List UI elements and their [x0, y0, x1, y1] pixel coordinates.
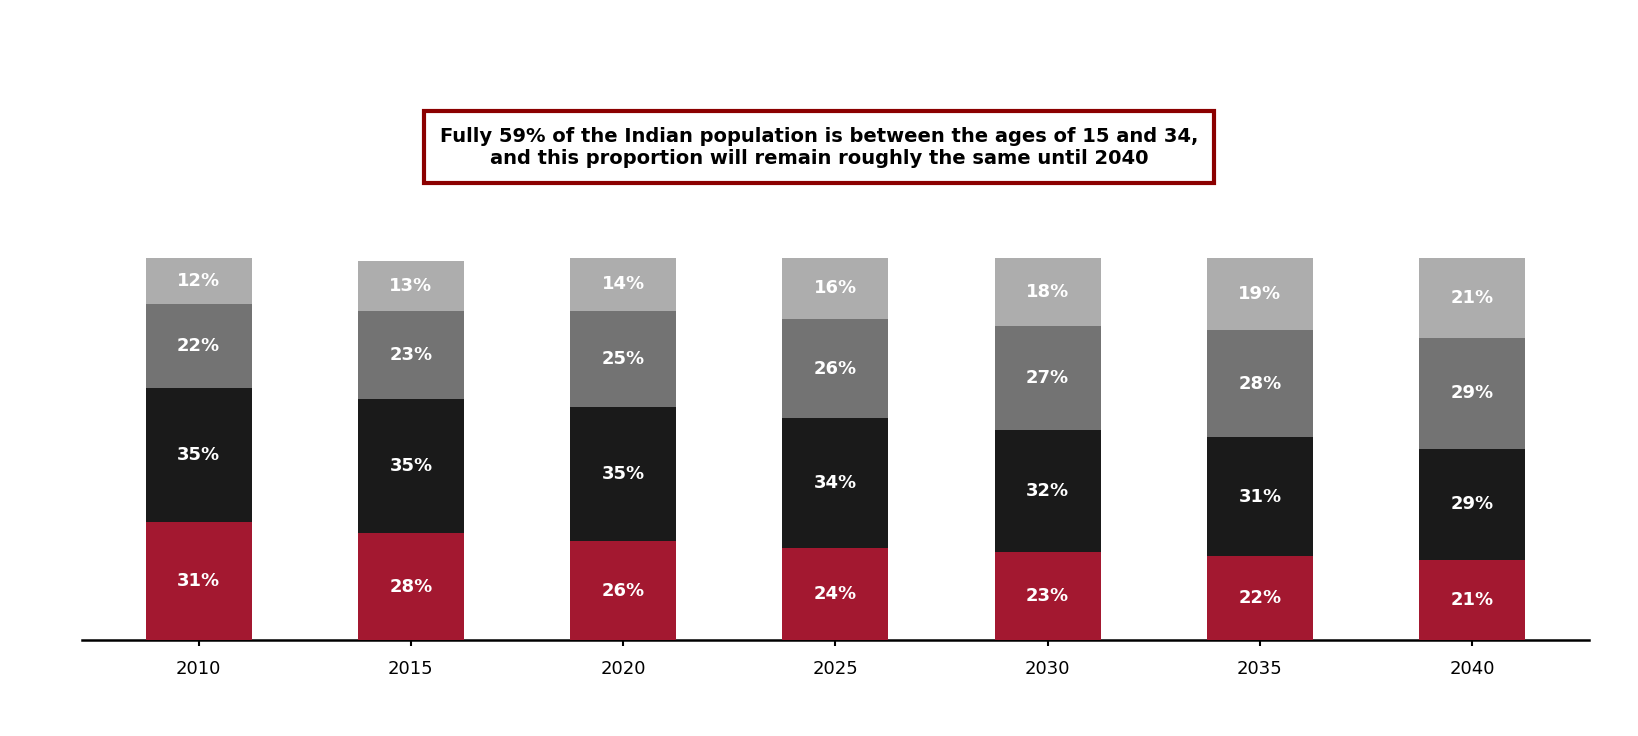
- Text: 19%: 19%: [1238, 285, 1281, 303]
- Text: 32%: 32%: [1025, 482, 1070, 500]
- Bar: [1207, 330, 1314, 437]
- Text: 35%: 35%: [390, 457, 432, 475]
- Bar: [1419, 449, 1525, 560]
- Text: 26%: 26%: [601, 581, 645, 600]
- Text: 31%: 31%: [177, 572, 219, 590]
- Bar: [1207, 437, 1314, 556]
- Text: 29%: 29%: [1451, 384, 1494, 403]
- Text: 27%: 27%: [1025, 369, 1070, 387]
- Text: 21%: 21%: [1451, 591, 1494, 609]
- Bar: [570, 311, 676, 407]
- Bar: [994, 430, 1101, 552]
- Text: 35%: 35%: [177, 446, 219, 464]
- Text: 28%: 28%: [1238, 375, 1281, 393]
- Bar: [994, 327, 1101, 430]
- Text: 35%: 35%: [601, 465, 645, 483]
- Bar: [783, 548, 888, 640]
- Bar: [994, 258, 1101, 327]
- Bar: [146, 388, 252, 522]
- Bar: [1419, 338, 1525, 449]
- Bar: [357, 311, 464, 399]
- Bar: [1419, 560, 1525, 640]
- Bar: [994, 552, 1101, 640]
- Bar: [1207, 258, 1314, 330]
- Bar: [146, 303, 252, 388]
- Bar: [570, 407, 676, 541]
- Bar: [1207, 556, 1314, 640]
- Bar: [570, 541, 676, 640]
- Legend: 0–14 years, 15–34 years, 35–54 years, 55 years and older: 0–14 years, 15–34 years, 35–54 years, 55…: [516, 733, 1155, 736]
- Text: 25%: 25%: [601, 350, 645, 368]
- Text: 16%: 16%: [814, 279, 857, 297]
- Bar: [783, 258, 888, 319]
- Text: 34%: 34%: [814, 475, 857, 492]
- Bar: [357, 399, 464, 533]
- Bar: [357, 261, 464, 311]
- Text: 21%: 21%: [1451, 289, 1494, 307]
- Bar: [570, 258, 676, 311]
- Bar: [783, 319, 888, 418]
- Text: 18%: 18%: [1025, 283, 1070, 301]
- Text: 12%: 12%: [177, 272, 219, 289]
- Text: 14%: 14%: [601, 275, 645, 294]
- Text: 28%: 28%: [390, 578, 432, 595]
- Bar: [146, 522, 252, 640]
- Text: Fully 59% of the Indian population is between the ages of 15 and 34,
and this pr: Fully 59% of the Indian population is be…: [441, 127, 1197, 168]
- Text: 26%: 26%: [814, 360, 857, 378]
- Text: 22%: 22%: [177, 336, 219, 355]
- Bar: [1419, 258, 1525, 338]
- Text: 22%: 22%: [1238, 590, 1281, 607]
- Text: 23%: 23%: [1025, 587, 1070, 605]
- Text: 24%: 24%: [814, 585, 857, 604]
- Text: 29%: 29%: [1451, 495, 1494, 514]
- Bar: [146, 258, 252, 303]
- Text: 13%: 13%: [390, 277, 432, 295]
- Bar: [783, 418, 888, 548]
- Bar: [357, 533, 464, 640]
- Text: 23%: 23%: [390, 346, 432, 364]
- Text: 31%: 31%: [1238, 488, 1281, 506]
